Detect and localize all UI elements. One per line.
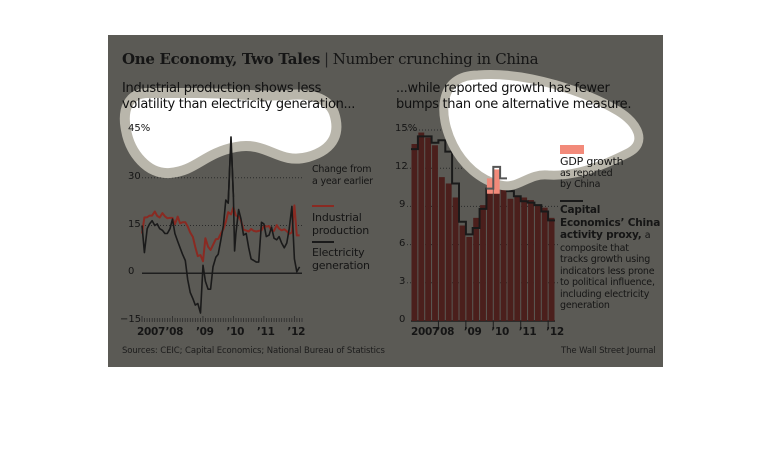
- x-tick-label: 2007: [137, 326, 166, 338]
- chart-canvas: [119, 70, 644, 327]
- credit-note: The Wall Street Journal: [561, 346, 656, 356]
- x-tick-label: ’09: [463, 326, 482, 338]
- gdp-bar: [438, 177, 445, 321]
- y-tick-label: −15: [120, 314, 142, 325]
- gdp-bar: [514, 196, 521, 321]
- y-tick-label: 15: [128, 218, 141, 230]
- legend-gdp-line3: by China: [560, 179, 601, 190]
- y-tick-label: 9: [399, 199, 406, 211]
- legend-gdp-growth: GDP growth as reported by China: [560, 155, 624, 191]
- electricity-spike-overlay: [227, 136, 235, 204]
- proxy-step-overlay: [486, 165, 507, 190]
- x-tick-label: ’11: [256, 326, 275, 338]
- gdp-bar: [480, 205, 486, 321]
- legend-industrial-line2: production: [312, 224, 370, 237]
- gdp-bar: [534, 205, 541, 321]
- legend-proxy-line1: Capital: [560, 204, 601, 216]
- gdp-bar: [493, 169, 500, 321]
- y-tick-label: 30: [128, 170, 141, 182]
- legend-swatch-gdp: [560, 145, 584, 154]
- x-tick-label: ’08: [436, 326, 455, 338]
- legend-capital-economics-proxy: Capital Economics’ China activity proxy,…: [560, 204, 663, 312]
- right-chart-subtitle: ...while reported growth has fewer bumps…: [396, 81, 632, 112]
- left-chart-subtitle: Industrial production shows less volatil…: [122, 81, 356, 112]
- legend-electricity-line1: Electricity: [312, 246, 365, 259]
- x-tick-label: ’12: [287, 326, 306, 338]
- title-subtitle: Number crunching in China: [332, 50, 539, 68]
- gdp-highlight-overlay: [486, 178, 493, 194]
- legend-electricity-generation: Electricity generation: [312, 246, 370, 272]
- x-tick-label: ’12: [546, 326, 564, 338]
- legend-proxy-desc-5: including electricity: [560, 288, 650, 300]
- x-tick-label: ’11: [518, 326, 537, 338]
- legend-gdp-line1: GDP growth: [560, 155, 624, 168]
- gdp-bar: [473, 217, 480, 321]
- gdp-bar: [541, 207, 548, 321]
- gdp-bar: [548, 217, 555, 321]
- legend-proxy-desc-1: composite that: [560, 242, 629, 254]
- electricity-generation-line: [141, 135, 301, 314]
- legend-proxy-desc-0: a: [644, 230, 651, 241]
- legend-industrial-production: Industrial production: [312, 211, 369, 237]
- gdp-bar: [528, 200, 534, 321]
- gdp-bar: [459, 225, 466, 321]
- x-tick-label: ’08: [165, 326, 184, 338]
- x-tick-label: ’09: [195, 326, 214, 338]
- capital-economics-proxy-step-line: [411, 135, 555, 236]
- x-tick-label: 2007: [411, 326, 440, 338]
- legend-proxy-desc-2: tracks growth using: [560, 254, 651, 265]
- y-tick-label: 15%: [395, 123, 418, 134]
- gdp-bar: [507, 198, 514, 321]
- legend-proxy-desc-4: to political influence,: [560, 277, 655, 288]
- y-tick-label: 3: [399, 275, 406, 287]
- y-tick-label: 12: [395, 161, 408, 173]
- chart-title: One Economy, Two Tales | Number crunching …: [122, 50, 539, 68]
- sources-note: Sources: CEIC; Capital Economics; Nation…: [122, 346, 385, 356]
- y-tick-label: 6: [399, 237, 406, 249]
- gdp-bar: [425, 137, 432, 321]
- chart-panel: One Economy, Two Tales | Number crunching …: [108, 35, 663, 367]
- gdp-bar: [411, 144, 418, 321]
- gdp-highlight-overlay: [493, 169, 500, 194]
- gdp-bar: [452, 197, 459, 321]
- mask-blob-right: [439, 70, 644, 191]
- gdp-bar: [500, 189, 507, 321]
- gdp-bar: [432, 145, 438, 321]
- gdp-bar: [521, 197, 528, 321]
- mask-blob-left: [119, 88, 342, 179]
- gdp-bar: [486, 184, 493, 321]
- y-tick-label: 0: [128, 266, 135, 278]
- legend-proxy-line2: Economics’ China: [560, 216, 661, 229]
- gdp-bar: [445, 183, 452, 321]
- title-separator: |: [324, 50, 329, 68]
- x-tick-label: ’10: [491, 326, 509, 338]
- x-tick-label: ’10: [226, 326, 245, 338]
- title-main: One Economy, Two Tales: [122, 50, 321, 68]
- industrial-production-line: [141, 204, 300, 263]
- legend-proxy-desc-3: indicators less prone: [560, 265, 655, 277]
- legend-industrial-line1: Industrial: [312, 211, 362, 224]
- y-tick-label: 0: [399, 314, 406, 325]
- y-tick-label: 45%: [128, 123, 151, 134]
- legend-proxy-desc-6: generation: [560, 300, 610, 311]
- legend-gdp-line2: as reported: [560, 168, 613, 179]
- legend-proxy-line3: activity proxy,: [560, 229, 642, 241]
- legend-electricity-line2: generation: [312, 259, 370, 272]
- gdp-bar: [418, 132, 425, 321]
- gdp-bar: [466, 236, 473, 321]
- legend-note: Change from a year earlier: [312, 164, 373, 187]
